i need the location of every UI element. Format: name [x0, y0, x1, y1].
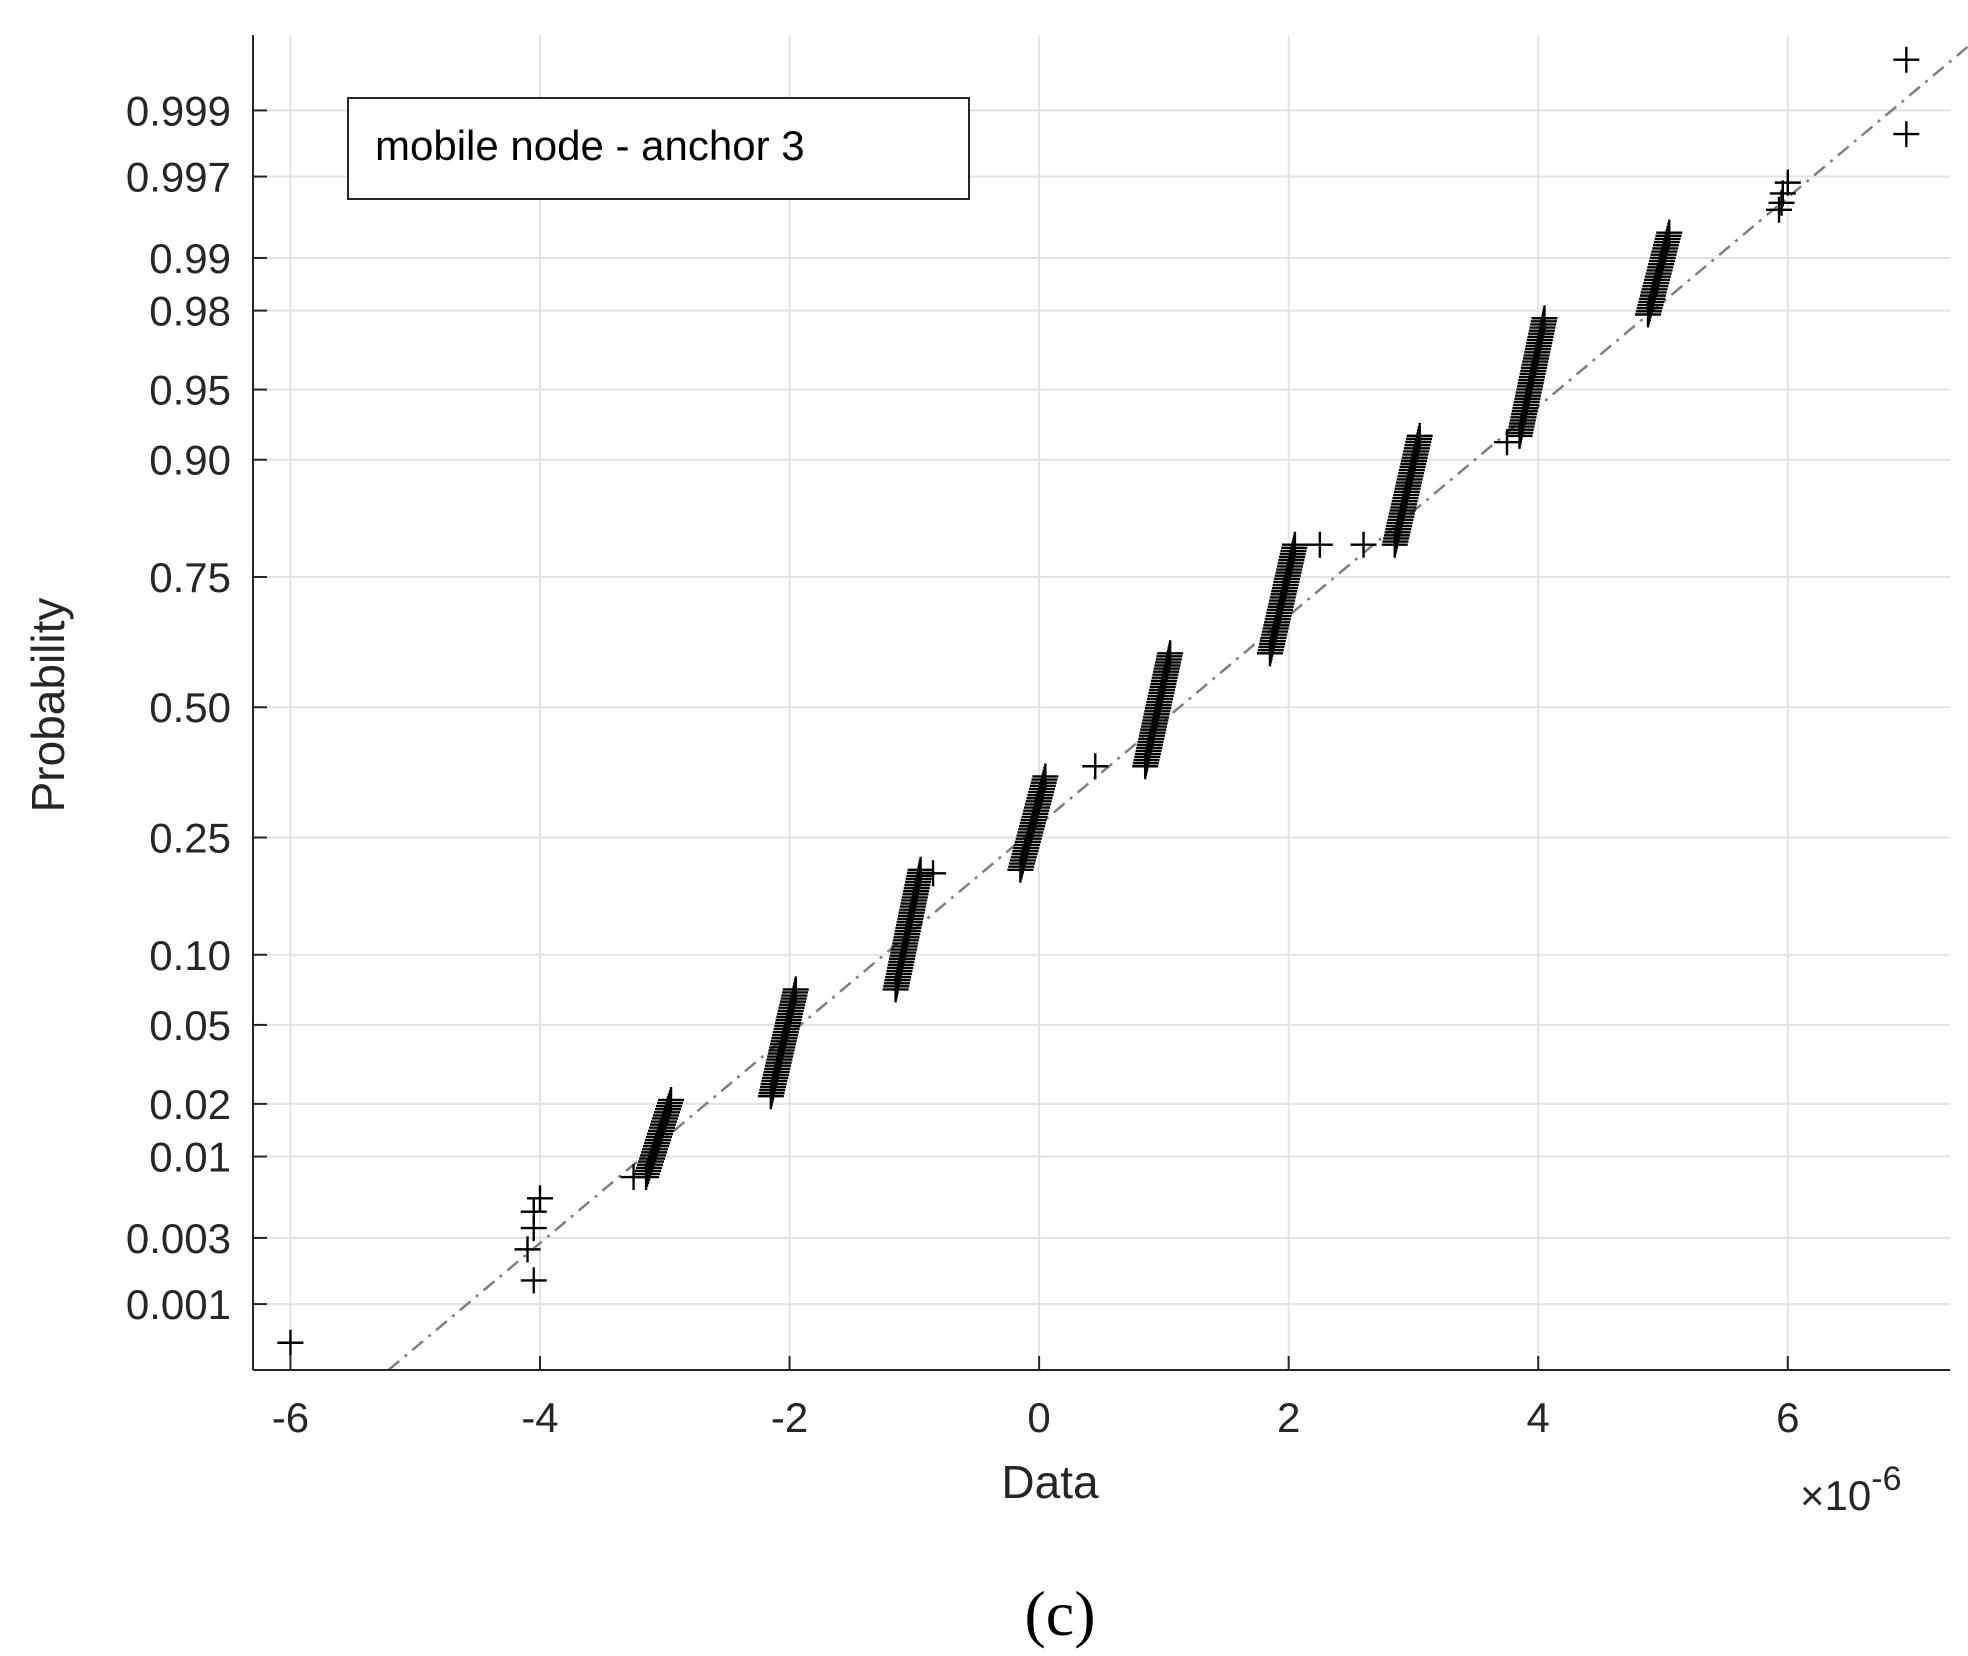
data-point: [1350, 531, 1377, 558]
data-point: [1531, 305, 1558, 332]
data-point: [1494, 429, 1521, 456]
data-point: [1082, 753, 1109, 780]
data-point: [1774, 169, 1801, 196]
x-exponent-label: ×10-6: [1800, 1460, 1901, 1519]
data-point: [658, 1086, 685, 1113]
y-tick-label: 0.10: [149, 932, 231, 979]
y-tick-label: 0.50: [149, 684, 231, 731]
x-tick-label: -6: [272, 1394, 309, 1441]
data-point: [782, 976, 809, 1003]
x-tick-label: -2: [771, 1394, 808, 1441]
data-points: [277, 46, 1920, 1356]
legend-box: mobile node - anchor 3: [347, 97, 970, 200]
svg-text:×10-6: ×10-6: [1800, 1460, 1901, 1519]
data-point: [520, 1267, 547, 1294]
y-tick-label: 0.01: [149, 1134, 231, 1181]
y-tick-label: 0.05: [149, 1002, 231, 1049]
y-tick-label: 0.997: [126, 154, 231, 201]
y-tick-label: 0.95: [149, 367, 231, 414]
data-point: [514, 1236, 541, 1263]
data-point: [1032, 763, 1059, 790]
tick-labels: -6 -4 -2 0 2 4 6 0.001 0.003 0.01 0.02 0.05 0.10 0.25…: [126, 87, 1800, 1441]
data-point: [277, 1329, 304, 1356]
x-tick-label: 2: [1277, 1394, 1300, 1441]
y-tick-label: 0.98: [149, 288, 231, 335]
x-tick-label: 6: [1776, 1394, 1799, 1441]
reference-line: [387, 44, 1968, 1371]
legend-text: mobile node - anchor 3: [375, 122, 805, 169]
data-point: [1769, 180, 1796, 207]
y-tick-label: 0.02: [149, 1081, 231, 1128]
y-tick-label: 0.75: [149, 554, 231, 601]
y-tick-label: 0.90: [149, 437, 231, 484]
y-tick-label: 0.003: [126, 1215, 231, 1262]
data-point: [520, 1198, 547, 1225]
data-point: [1766, 196, 1793, 223]
data-point: [1281, 531, 1308, 558]
data-point: [1157, 640, 1184, 667]
data-point: [1406, 422, 1433, 449]
x-tick-label: 0: [1027, 1394, 1050, 1441]
y-axis-title: Probability: [22, 598, 74, 813]
y-tick-label: 0.99: [149, 235, 231, 282]
data-point: [1893, 121, 1920, 148]
x-exponent-base: ×10: [1800, 1472, 1871, 1519]
data-point: [1656, 219, 1683, 246]
y-tick-label: 0.999: [126, 87, 231, 134]
y-tick-label: 0.001: [126, 1281, 231, 1328]
data-point: [1893, 46, 1920, 73]
data-point: [1306, 531, 1333, 558]
grid-lines: [253, 35, 1950, 1370]
figure-caption: (c): [1024, 1578, 1095, 1649]
axes: [252, 35, 1950, 1371]
legend-border: [347, 97, 970, 200]
y-tick-label: 0.25: [149, 815, 231, 862]
reference-line-group: [387, 44, 1968, 1371]
x-tick-label: 4: [1527, 1394, 1550, 1441]
x-axis-title: Data: [1001, 1456, 1099, 1508]
data-point: [526, 1185, 553, 1212]
x-exponent-power: -6: [1871, 1460, 1901, 1498]
data-point: [907, 856, 934, 883]
x-tick-label: -4: [521, 1394, 558, 1441]
